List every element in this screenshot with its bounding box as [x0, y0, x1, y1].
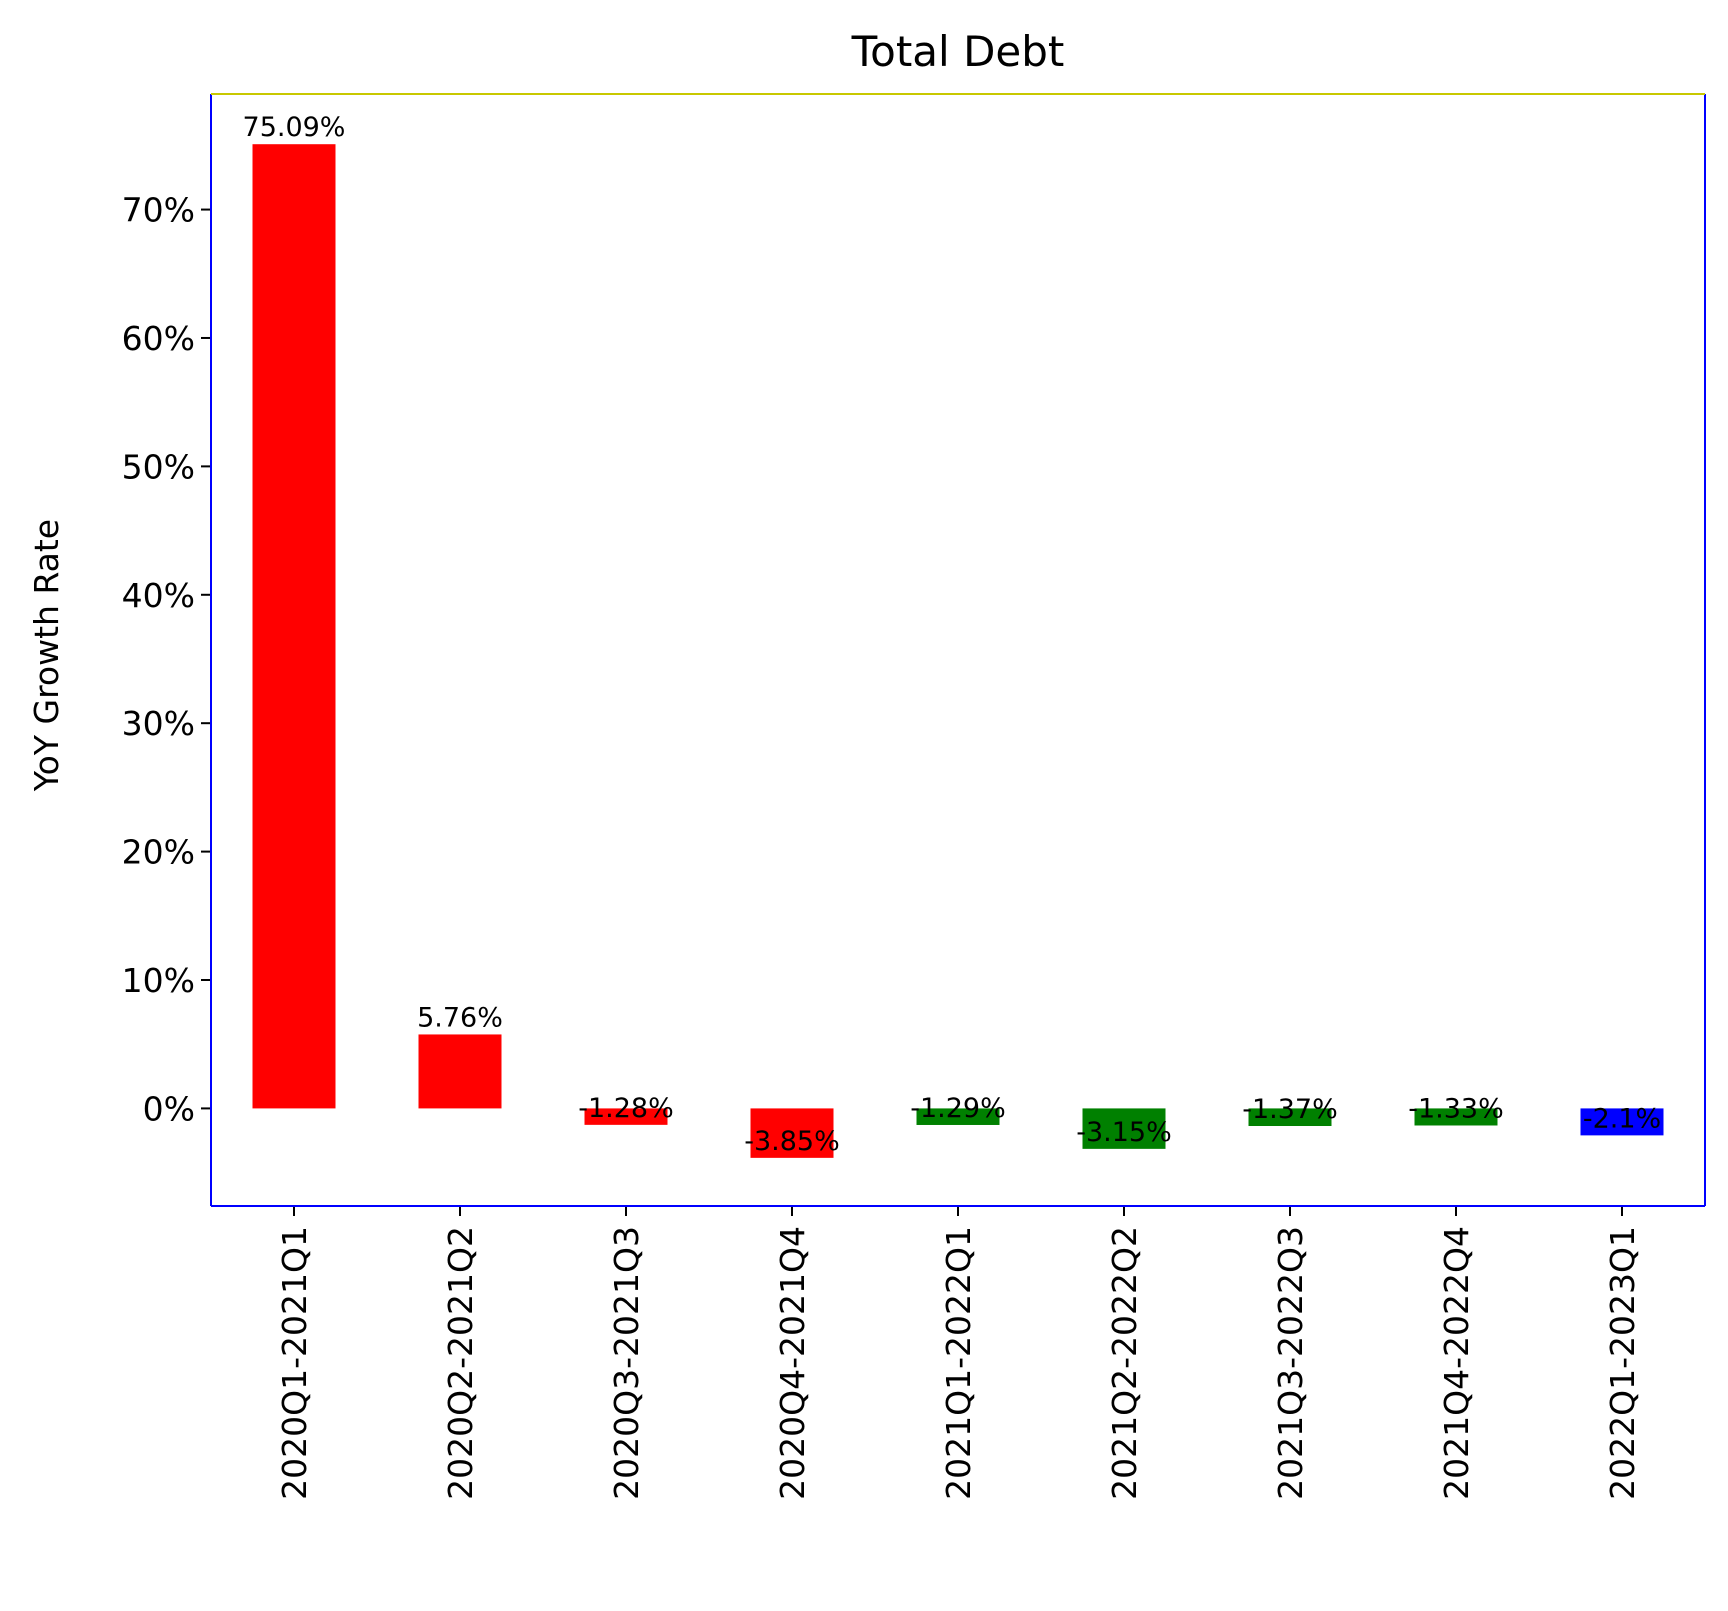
y-axis: 0% 10% 20% 30% 40% 50% 60% 70%: [122, 191, 211, 1128]
x-tick-label: 2021Q1-2022Q1: [939, 1226, 978, 1500]
y-tick-label: 40%: [122, 576, 195, 615]
x-tick-label: 2021Q3-2022Q3: [1271, 1226, 1310, 1500]
y-axis-label: YoY Growth Rate: [27, 519, 66, 792]
bar-value-label: 75.09%: [243, 112, 346, 143]
x-tick-label: 2021Q2-2022Q2: [1105, 1226, 1144, 1500]
x-tick-label: 2020Q4-2021Q4: [773, 1226, 812, 1500]
y-tick-label: 30%: [122, 704, 195, 743]
y-tick-label: 60%: [122, 319, 195, 358]
plot-frame: [210, 93, 1706, 1207]
y-tick-label: 50%: [122, 447, 195, 486]
bar: [750, 1108, 834, 1158]
bar: [252, 144, 336, 1109]
bar: [916, 1108, 1000, 1125]
y-tick-label: 10%: [122, 961, 195, 1000]
y-tick-label: 20%: [122, 833, 195, 872]
y-tick-label: 0%: [143, 1089, 195, 1128]
y-tick-label: 70%: [122, 191, 195, 230]
bar-value-label: -1.33%: [1408, 1093, 1504, 1124]
bar: [1082, 1108, 1166, 1149]
bar-value-label: -3.15%: [1076, 1117, 1172, 1148]
bar: [1414, 1108, 1498, 1126]
bar-value-label: -2.1%: [1583, 1103, 1661, 1134]
bar: [1248, 1108, 1332, 1127]
bar-value-label: 5.76%: [417, 1002, 503, 1033]
bar-labels-layer: 75.09% 5.76% -1.28% -3.85% -1.29% -3.15% -1.37…: [243, 112, 1662, 1157]
chart-title: Total Debt: [851, 27, 1065, 76]
x-tick-label: 2020Q1-2021Q1: [275, 1226, 314, 1500]
bar: [1580, 1108, 1664, 1136]
x-tick-label: 2021Q4-2022Q4: [1437, 1226, 1476, 1500]
bar-value-label: -3.85%: [744, 1126, 840, 1157]
bar: [584, 1108, 668, 1125]
bars-layer: [252, 144, 1664, 1158]
x-tick-label: 2022Q1-2023Q1: [1603, 1226, 1642, 1500]
x-tick-label: 2020Q2-2021Q2: [441, 1226, 480, 1500]
bar-value-label: -1.37%: [1242, 1094, 1338, 1125]
bar: [418, 1034, 502, 1109]
bar-value-label: -1.29%: [910, 1093, 1006, 1124]
x-tick-label: 2020Q3-2021Q3: [607, 1226, 646, 1500]
bar-value-label: -1.28%: [578, 1093, 674, 1124]
x-axis: 2020Q1-2021Q1 2020Q2-2021Q2 2020Q3-2021Q3 2…: [275, 1206, 1642, 1500]
